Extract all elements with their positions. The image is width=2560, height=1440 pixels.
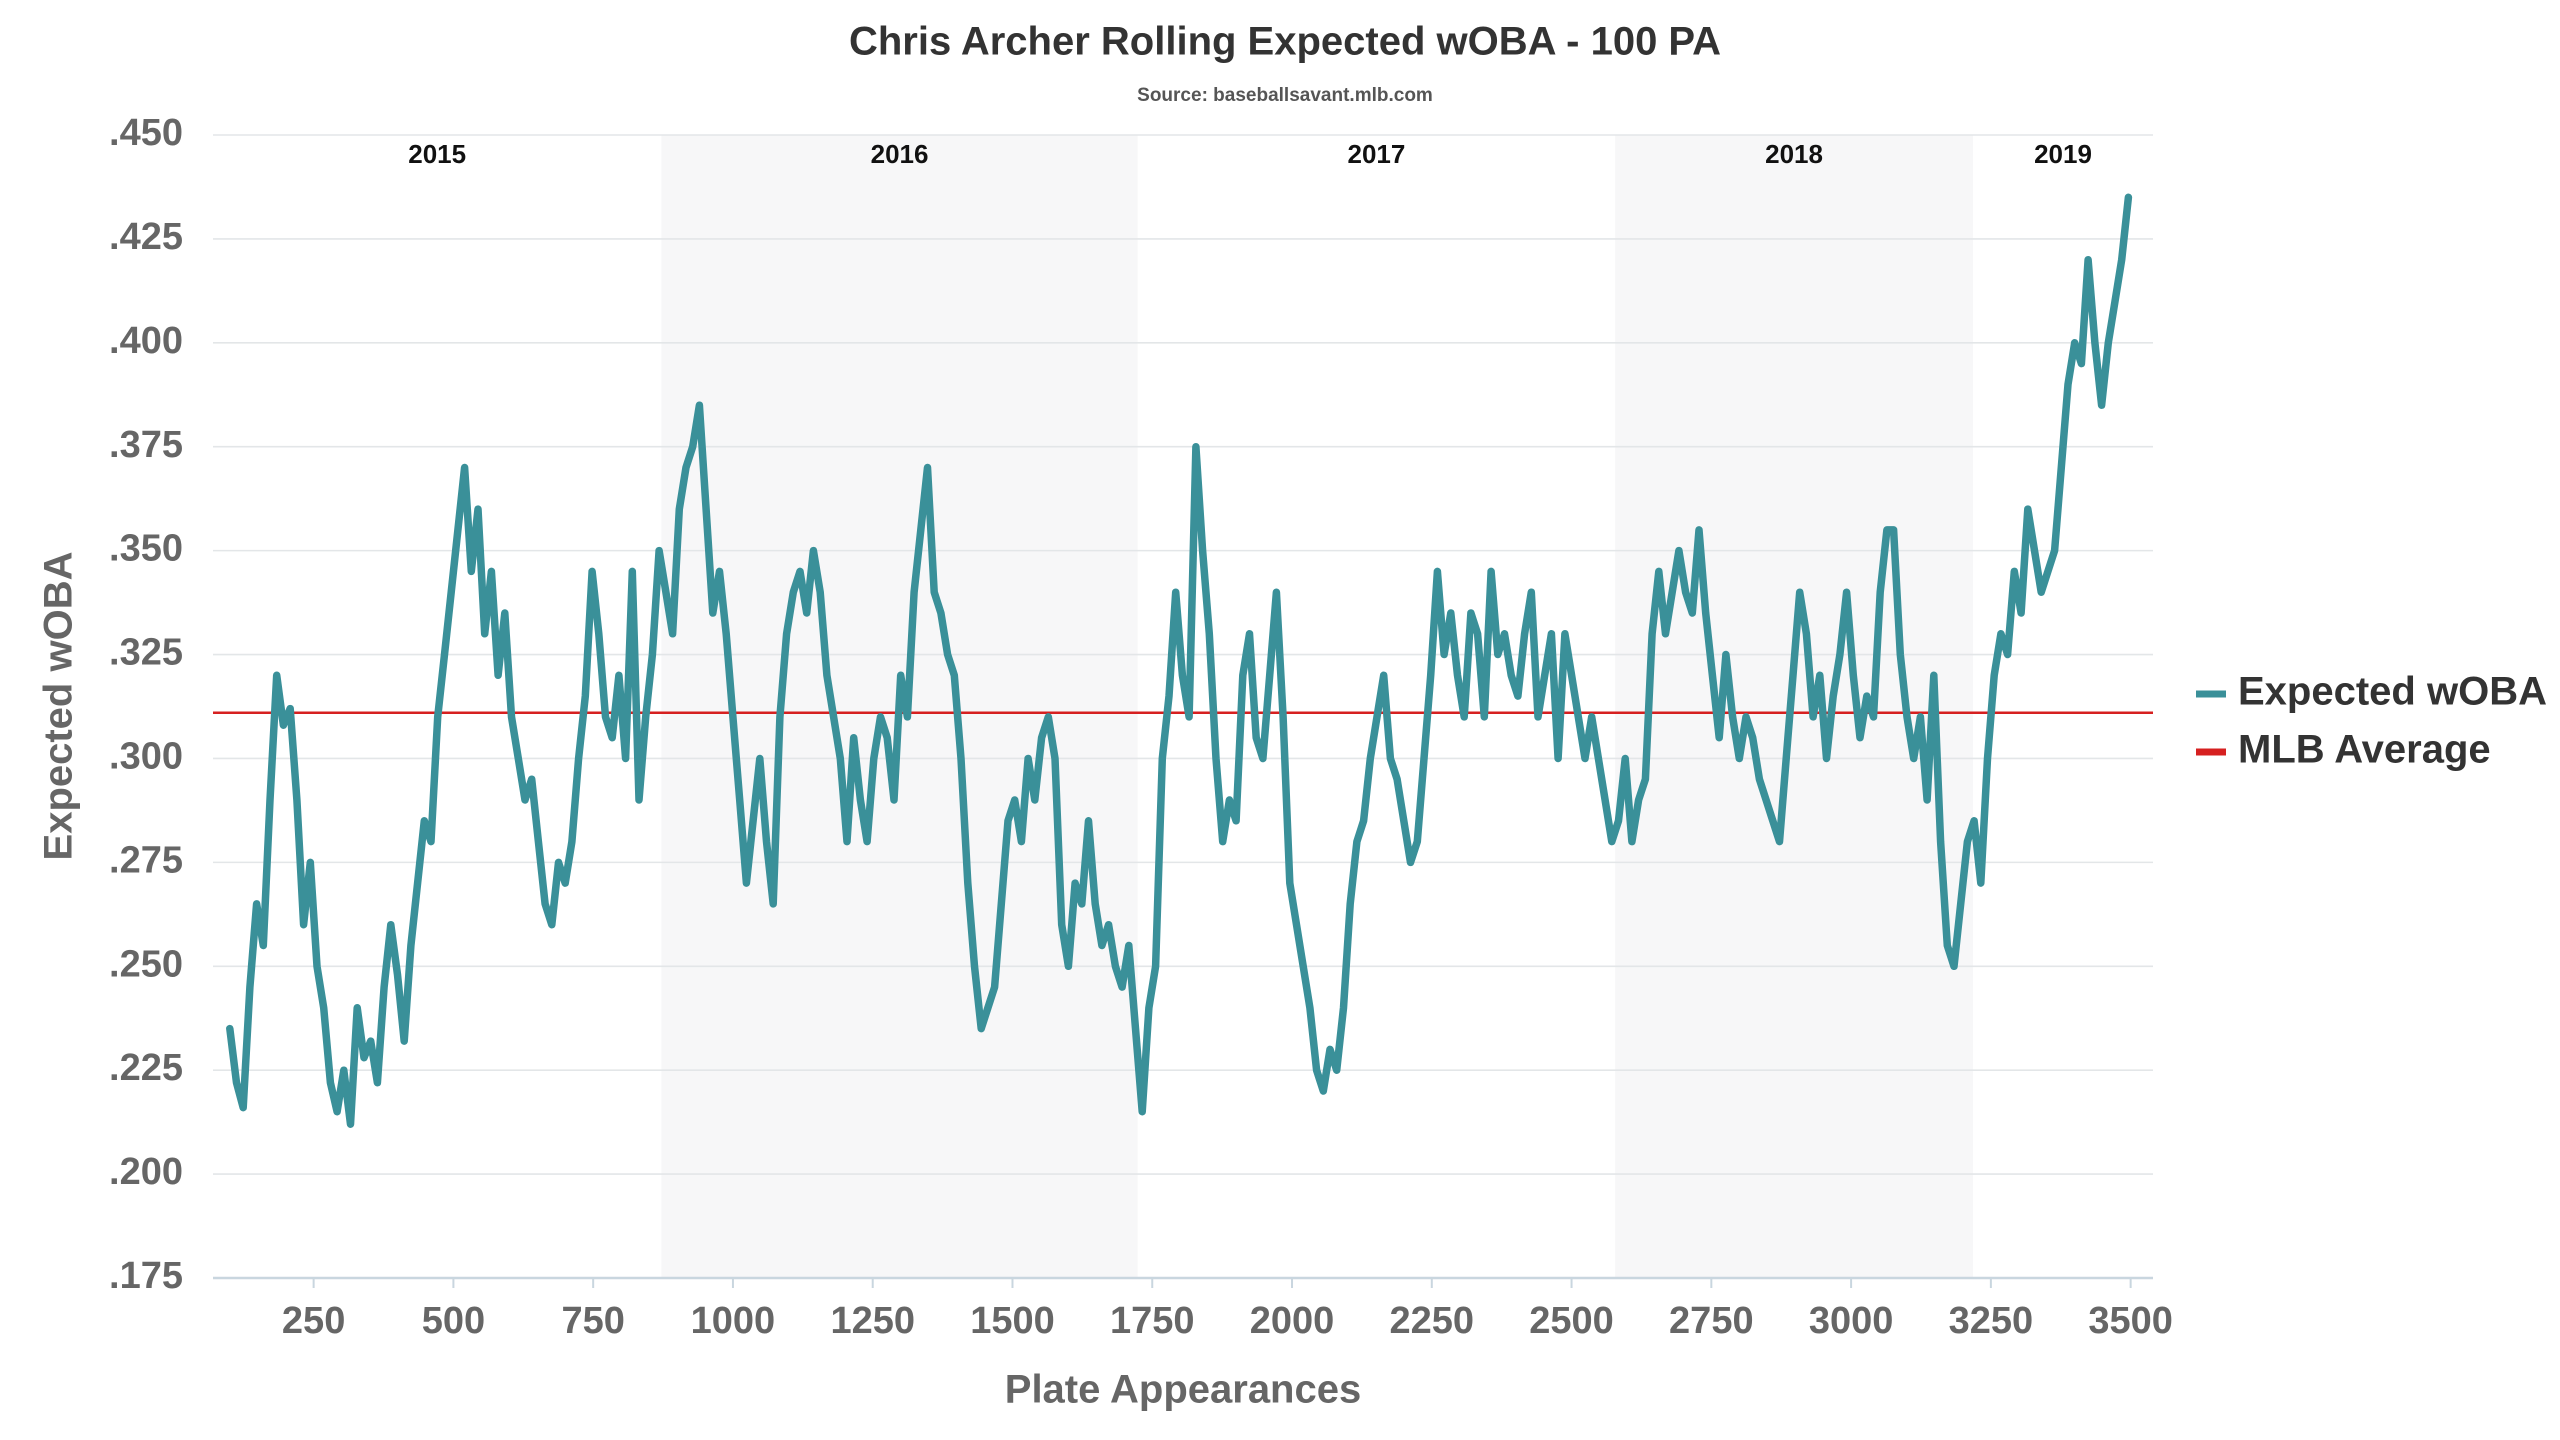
y-tick-label: .350 xyxy=(109,528,183,570)
x-tick-label: 500 xyxy=(422,1300,485,1342)
y-tick-label: .275 xyxy=(109,839,183,881)
x-tick-label: 2750 xyxy=(1669,1300,1754,1342)
series-line xyxy=(226,193,2133,1128)
y-tick-label: .325 xyxy=(109,632,183,674)
x-tick-label: 750 xyxy=(561,1300,624,1342)
y-tick-label: .200 xyxy=(109,1151,183,1193)
plot xyxy=(213,193,2153,1128)
y-tick-label: .425 xyxy=(109,216,183,258)
y-tick-label: .400 xyxy=(109,320,183,362)
y-tick-label: .375 xyxy=(109,424,183,466)
x-tick-label: 3500 xyxy=(2088,1300,2173,1342)
x-tick-label: 1750 xyxy=(1110,1300,1195,1342)
x-tick-label: 2250 xyxy=(1390,1300,1475,1342)
season-label: 2015 xyxy=(408,139,466,169)
season-label: 2017 xyxy=(1348,139,1406,169)
legend-label: Expected wOBA xyxy=(2238,670,2547,714)
y-tick-label: .300 xyxy=(109,735,183,777)
y-tick-label: .250 xyxy=(109,943,183,985)
x-tick-label: 1500 xyxy=(970,1300,1055,1342)
labels: 2015 2016 2017 2018 2019 .175 .200 .225 .250 .275… xyxy=(109,112,2547,1342)
season-label: 2016 xyxy=(871,139,929,169)
y-axis-label: Expected wOBA xyxy=(37,552,81,861)
season-label: 2019 xyxy=(2034,139,2092,169)
y-tick-label: .175 xyxy=(109,1255,183,1297)
season-label: 2018 xyxy=(1765,139,1823,169)
x-tick-label: 250 xyxy=(282,1300,345,1342)
x-tick-label: 3250 xyxy=(1949,1300,2034,1342)
x-tick-label: 3000 xyxy=(1809,1300,1894,1342)
x-axis-label: Plate Appearances xyxy=(1005,1368,1361,1412)
y-tick-label: .225 xyxy=(109,1047,183,1089)
x-tick-label: 1000 xyxy=(691,1300,776,1342)
chart-title: Chris Archer Rolling Expected wOBA - 100… xyxy=(849,20,1721,64)
x-tick-label: 2500 xyxy=(1529,1300,1614,1342)
legend-label: MLB Average xyxy=(2238,728,2491,772)
x-tick-label: 2000 xyxy=(1250,1300,1335,1342)
chart-subtitle: Source: baseballsavant.mlb.com xyxy=(1137,85,1433,106)
grid xyxy=(213,134,2153,1288)
y-tick-label: .450 xyxy=(109,112,183,154)
x-tick-label: 1250 xyxy=(830,1300,915,1342)
